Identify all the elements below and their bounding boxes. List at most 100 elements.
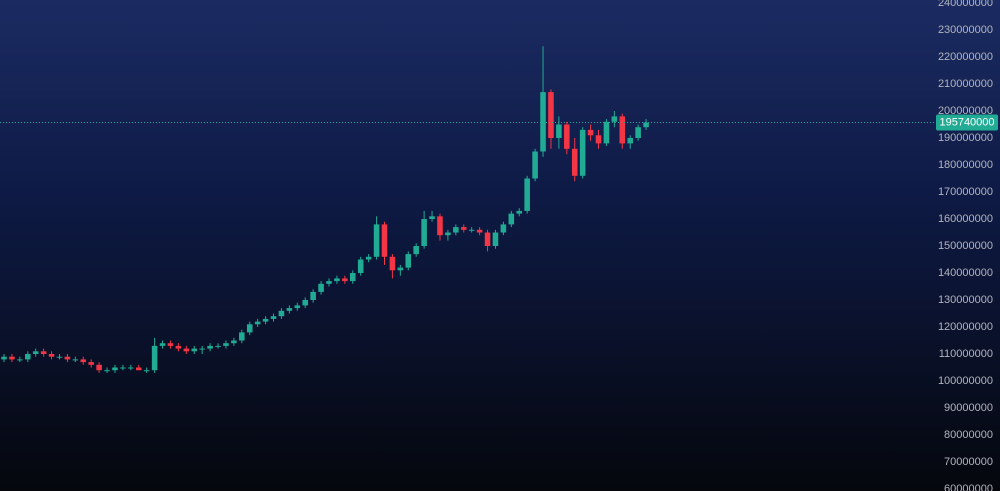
candle-body	[231, 340, 237, 344]
candle-body	[326, 281, 332, 284]
candle-body	[413, 245, 419, 255]
candle-body	[524, 178, 530, 211]
candle-body	[548, 92, 554, 138]
y-tick-label: 70000000	[944, 456, 993, 468]
candle-body	[143, 370, 150, 372]
y-tick-label: 190000000	[938, 132, 993, 144]
last-price-badge	[936, 114, 998, 131]
candle-body	[405, 254, 412, 268]
candle-body	[453, 227, 459, 233]
candle-body	[350, 272, 356, 282]
y-tick-label: 150000000	[938, 240, 993, 252]
y-tick-label: 220000000	[938, 51, 993, 63]
candle-body	[159, 343, 166, 346]
candle-body	[151, 345, 158, 371]
candle-body	[239, 332, 245, 341]
candle-body	[334, 278, 340, 282]
candle-body	[571, 148, 578, 176]
candle-body	[64, 356, 71, 360]
candle-body	[421, 218, 427, 246]
y-tick-label: 120000000	[938, 321, 993, 333]
candle-body	[270, 316, 277, 319]
candle-body	[357, 259, 364, 273]
candle-body	[619, 116, 626, 144]
candle-body	[175, 345, 182, 349]
y-tick-label: 230000000	[938, 24, 993, 36]
candle-body	[540, 92, 546, 152]
y-tick-label: 200000000	[938, 105, 993, 117]
candle-body	[191, 348, 198, 352]
candle-body	[254, 321, 261, 325]
candle-body	[611, 116, 618, 122]
candle-body	[17, 359, 23, 361]
candle-body	[564, 124, 570, 149]
y-tick-label: 90000000	[944, 402, 993, 414]
candle-body	[587, 129, 594, 136]
candle-body	[9, 356, 15, 360]
candle-body	[104, 370, 110, 372]
candle-body	[373, 224, 380, 257]
candle-body	[579, 129, 586, 176]
candle-body	[56, 356, 63, 358]
y-tick-label: 80000000	[944, 429, 993, 441]
candle-body	[183, 348, 190, 352]
candle-body	[484, 232, 491, 246]
candle-body	[40, 351, 47, 355]
candle-body	[532, 151, 538, 179]
y-tick-label: 60000000	[944, 483, 993, 491]
candle-body	[246, 324, 253, 333]
candle-body	[595, 135, 602, 144]
candle-body	[556, 124, 562, 138]
candle-body	[365, 256, 372, 260]
candle-body	[508, 213, 515, 225]
candle-body	[318, 283, 324, 292]
candle-body	[207, 345, 213, 349]
candle-body	[88, 362, 94, 365]
candle-body	[627, 137, 633, 144]
candle-body	[25, 354, 31, 360]
candle-body	[32, 351, 39, 355]
candle-body	[135, 367, 142, 371]
candle-body	[302, 300, 308, 306]
candle-body	[437, 216, 443, 236]
y-tick-label: 240000000	[938, 0, 993, 9]
candle-body	[294, 305, 301, 309]
candle-body	[429, 216, 435, 219]
candle-body	[397, 267, 404, 271]
candle-body	[643, 122, 649, 128]
y-tick-label: 100000000	[938, 375, 993, 387]
candle-body	[215, 345, 221, 347]
candle-body	[96, 364, 102, 371]
candle-body	[342, 278, 348, 282]
candle-body	[603, 121, 610, 144]
candle-body	[635, 127, 641, 138]
candle-body	[460, 227, 467, 230]
candle-body	[48, 354, 55, 357]
candle-body	[492, 232, 499, 246]
candle-body	[223, 343, 229, 346]
y-tick-label: 110000000	[939, 348, 993, 360]
y-tick-label: 160000000	[938, 213, 993, 225]
y-tick-label: 140000000	[938, 267, 993, 279]
candle-body	[120, 367, 126, 369]
candle-body	[128, 367, 134, 369]
candle-body	[381, 224, 388, 257]
candle-body	[310, 291, 316, 301]
candle-body	[468, 229, 475, 231]
candle-body	[445, 232, 451, 236]
candle-body	[199, 348, 205, 350]
candle-body	[500, 224, 507, 233]
candle-body	[516, 210, 523, 214]
candle-body	[278, 310, 285, 317]
candle-body	[262, 318, 269, 322]
candle-body	[80, 359, 87, 363]
candle-body	[286, 308, 293, 311]
candle-body	[389, 256, 396, 271]
candle-body	[112, 367, 118, 371]
y-tick-label: 180000000	[938, 159, 993, 171]
candle-body	[167, 343, 174, 346]
last-price-label: 195740000	[939, 116, 994, 128]
y-tick-label: 170000000	[938, 186, 993, 198]
